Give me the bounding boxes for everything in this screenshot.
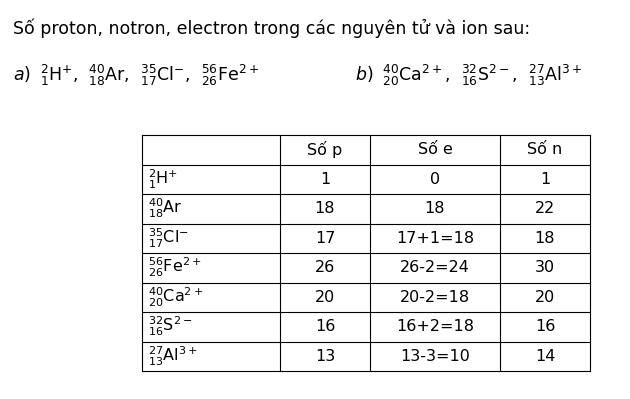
- Text: 16+2=18: 16+2=18: [396, 319, 474, 334]
- Text: $b)\;\;^{40}_{20}$Ca$^{2+}$,  $^{32}_{16}$S$^{2-}$,  $^{27}_{13}$Al$^{3+}$: $b)\;\;^{40}_{20}$Ca$^{2+}$, $^{32}_{16}…: [355, 63, 582, 87]
- Text: 13: 13: [315, 349, 335, 364]
- Text: 17: 17: [315, 231, 335, 246]
- Text: 16: 16: [535, 319, 555, 334]
- Text: $^{2}_{1}$H$^{+}$: $^{2}_{1}$H$^{+}$: [148, 168, 178, 191]
- Text: Số n: Số n: [527, 142, 563, 157]
- Text: 18: 18: [315, 201, 335, 216]
- Text: 26-2=24: 26-2=24: [400, 260, 470, 275]
- Text: 1: 1: [320, 172, 330, 187]
- Text: $^{40}_{20}$Ca$^{2+}$: $^{40}_{20}$Ca$^{2+}$: [148, 286, 203, 309]
- Text: Số e: Số e: [418, 142, 452, 157]
- Text: 18: 18: [535, 231, 555, 246]
- Text: $a)\;\;^{2}_{1}$H$^{+}$,  $^{40}_{18}$Ar,  $^{35}_{17}$Cl$^{-}$,  $^{56}_{26}$Fe: $a)\;\;^{2}_{1}$H$^{+}$, $^{40}_{18}$Ar,…: [13, 63, 259, 87]
- Text: Số p: Số p: [307, 141, 343, 158]
- Text: 30: 30: [535, 260, 555, 275]
- Text: $^{27}_{13}$Al$^{3+}$: $^{27}_{13}$Al$^{3+}$: [148, 345, 198, 368]
- Text: $^{40}_{18}$Ar: $^{40}_{18}$Ar: [148, 197, 183, 220]
- Text: 0: 0: [430, 172, 440, 187]
- Text: 20: 20: [535, 290, 555, 305]
- Text: $^{32}_{16}$S$^{2-}$: $^{32}_{16}$S$^{2-}$: [148, 315, 193, 338]
- Text: 14: 14: [535, 349, 555, 364]
- Text: 20: 20: [315, 290, 335, 305]
- Text: 22: 22: [535, 201, 555, 216]
- Text: Số proton, notron, electron trong các nguyên tử và ion sau:: Số proton, notron, electron trong các ng…: [13, 18, 530, 38]
- Text: $^{35}_{17}$Cl$^{-}$: $^{35}_{17}$Cl$^{-}$: [148, 227, 189, 250]
- Text: 26: 26: [315, 260, 335, 275]
- Text: 20-2=18: 20-2=18: [400, 290, 470, 305]
- Text: 1: 1: [540, 172, 550, 187]
- Text: 18: 18: [425, 201, 445, 216]
- Text: 17+1=18: 17+1=18: [396, 231, 474, 246]
- Text: $^{56}_{26}$Fe$^{2+}$: $^{56}_{26}$Fe$^{2+}$: [148, 256, 202, 279]
- Text: 16: 16: [315, 319, 335, 334]
- Text: 13-3=10: 13-3=10: [400, 349, 470, 364]
